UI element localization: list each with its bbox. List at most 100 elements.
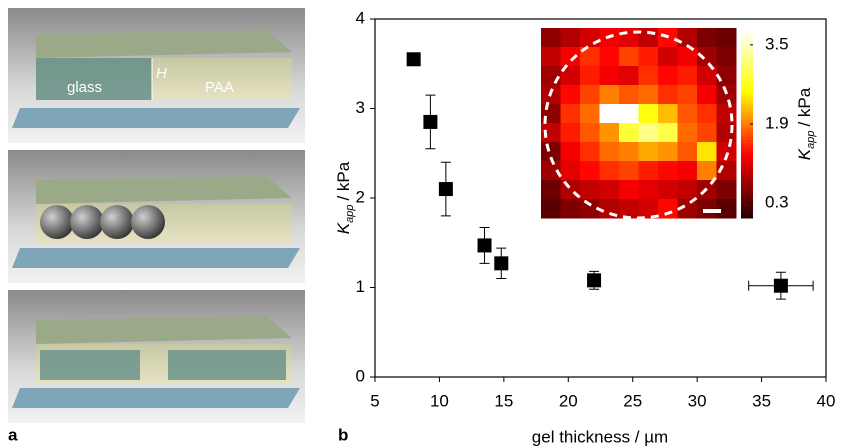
heatmap-cell (717, 28, 737, 48)
heatmap-cell (658, 123, 678, 143)
heatmap-cell (658, 199, 678, 219)
colorbar-segment (741, 171, 753, 175)
x-tick-label: 30 (688, 391, 707, 410)
colorbar-segment (741, 149, 753, 153)
heatmap-cell (717, 180, 737, 200)
colorbar-segment (741, 146, 753, 150)
panel-label: b (338, 425, 348, 444)
heatmap-cell (541, 180, 561, 200)
heatmap-cell (658, 47, 678, 67)
heatmap-cell (541, 47, 561, 67)
colorbar-segment (741, 155, 753, 159)
paa-label: PAA (205, 79, 234, 96)
colorbar-segment (741, 64, 753, 68)
colorbar-segment (741, 205, 753, 209)
heatmap-cell (619, 142, 639, 162)
cbar-label-symbol: K (795, 148, 814, 160)
heatmap-cell (639, 142, 659, 162)
colorbar-segment (741, 158, 753, 162)
colorbar-segment (741, 55, 753, 59)
colorbar-segment (741, 105, 753, 109)
heatmap-cell (639, 104, 659, 124)
y-label-subscript: app (344, 205, 356, 223)
heatmap-cell (697, 123, 717, 143)
heatmap-cell (580, 66, 600, 86)
colorbar-segment (741, 184, 753, 188)
heatmap-cell (639, 123, 659, 143)
heatmap-cell (697, 142, 717, 162)
heatmap-cell (717, 104, 737, 124)
heatmap-cell (619, 123, 639, 143)
heatmap-cell (658, 85, 678, 105)
colorbar-segment (741, 74, 753, 78)
heatmap-cell (580, 161, 600, 181)
colorbar-segment (741, 90, 753, 94)
heatmap-cell (580, 180, 600, 200)
colorbar-segment (741, 99, 753, 103)
colorbar-segment (741, 36, 753, 40)
heatmap-cell (561, 28, 581, 48)
heatmap-cell (561, 199, 581, 219)
heatmap-cell (639, 180, 659, 200)
heatmap-cell (600, 142, 620, 162)
heatmap-cell (678, 161, 698, 181)
heatmap-cell (600, 161, 620, 181)
colorbar-segment (741, 93, 753, 97)
colorbar-segment (741, 30, 753, 34)
heatmap-cell (717, 123, 737, 143)
heatmap-cell (678, 85, 698, 105)
heatmap-cell (717, 47, 737, 67)
heatmap-cell (697, 104, 717, 124)
heatmap-cell (717, 199, 737, 219)
heatmap-cell (580, 85, 600, 105)
colorbar-segment (741, 190, 753, 194)
colorbar-segment (741, 124, 753, 128)
heatmap-cell (561, 104, 581, 124)
colorbar-segment (741, 49, 753, 53)
heatmap-cell (678, 66, 698, 86)
colorbar-segment (741, 127, 753, 131)
colorbar-segment (741, 83, 753, 87)
height-label: H (156, 65, 167, 82)
heatmap-cell (600, 47, 620, 67)
colorbar-segment (741, 199, 753, 203)
colorbar-segment (741, 130, 753, 134)
colorbar-segment (741, 52, 753, 56)
colorbar-segment (741, 196, 753, 200)
colorbar-segment (741, 102, 753, 106)
heatmap-cell (658, 66, 678, 86)
rendering-1: glass PAA H (8, 8, 305, 143)
heatmap-cell (600, 123, 620, 143)
colorbar-segment (741, 174, 753, 178)
y-tick-label: 0 (356, 366, 365, 385)
colorbar-segment (741, 212, 753, 216)
heatmap-cell (678, 104, 698, 124)
colorbar-segment (741, 187, 753, 191)
cbar-label-subscript: app (805, 131, 817, 149)
heatmap-cell (658, 104, 678, 124)
heatmap-cell (580, 104, 600, 124)
colorbar-segment (741, 152, 753, 156)
colorbar-segment (741, 209, 753, 213)
data-point (423, 115, 437, 129)
heatmap-cell (619, 180, 639, 200)
x-tick-label: 25 (623, 391, 642, 410)
heatmap-cell (600, 104, 620, 124)
heatmap-cell (678, 142, 698, 162)
data-point (774, 279, 788, 293)
heatmap-cell (658, 142, 678, 162)
cbar-label-unit: / kPa (795, 87, 814, 126)
colorbar-segment (741, 80, 753, 84)
heatmap-cell (600, 85, 620, 105)
colorbar-segment (741, 168, 753, 172)
colorbar-segment (741, 115, 753, 119)
heatmap-cell (619, 66, 639, 86)
heatmap-cell (541, 199, 561, 219)
glass-label: glass (67, 79, 102, 96)
heatmap-cell (678, 123, 698, 143)
y-tick-label: 1 (356, 277, 365, 296)
y-tick-label: 3 (356, 98, 365, 117)
heatmap-cell (678, 47, 698, 67)
data-point (407, 52, 421, 66)
colorbar-segment (741, 143, 753, 147)
